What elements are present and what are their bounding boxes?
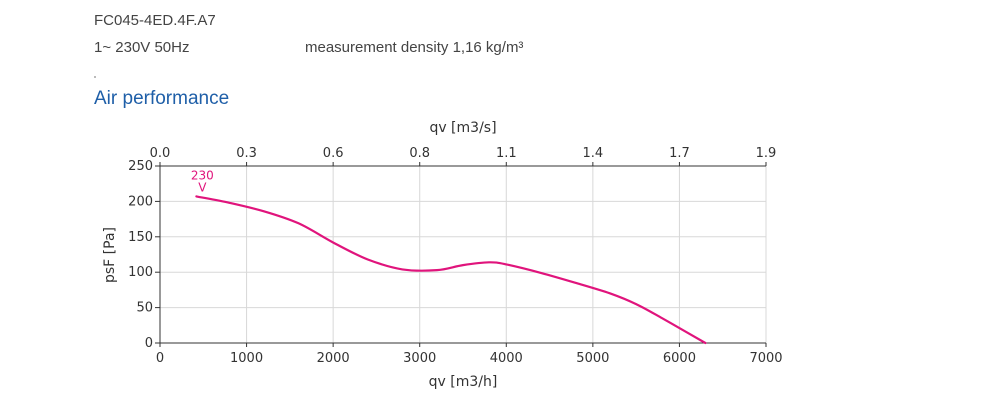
x2-tick-label: 1.1 xyxy=(496,146,517,161)
x-tick-label: 3000 xyxy=(403,351,436,366)
x-tick-label: 4000 xyxy=(490,351,523,366)
separator-dot xyxy=(94,76,96,78)
y-tick-label: 150 xyxy=(128,230,153,245)
series-line-230v xyxy=(195,195,707,345)
x2-axis-ticks: 0.0 0.3 0.6 0.8 1.1 1.4 1.7 1.9 xyxy=(150,146,777,166)
x2-tick-label: 0.6 xyxy=(323,146,344,161)
section-title: Air performance xyxy=(94,88,230,109)
series-label-230: 230 xyxy=(191,168,214,182)
x2-tick-label: 1.9 xyxy=(756,146,777,161)
supply-voltage: 1~ 230V 50Hz xyxy=(94,39,190,56)
y-tick-label: 250 xyxy=(128,159,153,174)
x2-tick-label: 1.7 xyxy=(669,146,690,161)
model-name: FC045-4ED.4F.A7 xyxy=(94,12,216,29)
measurement-density: measurement density 1,16 kg/m³ xyxy=(305,39,524,56)
series-group: 230V xyxy=(191,168,707,345)
y-tick-label: 50 xyxy=(136,301,153,316)
x-axis-label: qv [m3/h] xyxy=(429,374,498,390)
x-tick-label: 7000 xyxy=(749,351,782,366)
chart-grid xyxy=(160,165,767,343)
y-tick-label: 200 xyxy=(128,194,153,209)
x-axis-ticks: 0 1000 2000 3000 4000 5000 6000 7000 xyxy=(156,343,783,366)
y-axis-label: psF [Pa] xyxy=(102,227,118,283)
x2-tick-label: 0.0 xyxy=(150,146,171,161)
x-tick-label: 6000 xyxy=(663,351,696,366)
x-tick-label: 0 xyxy=(156,351,164,366)
x2-tick-label: 1.4 xyxy=(583,146,604,161)
y-tick-label: 100 xyxy=(128,265,153,280)
y-axis-ticks: 0 50 100 150 200 250 xyxy=(128,159,160,351)
x-tick-label: 1000 xyxy=(230,351,263,366)
x2-axis-label: qv [m3/s] xyxy=(429,120,496,136)
x2-tick-label: 0.8 xyxy=(409,146,430,161)
x-tick-label: 2000 xyxy=(317,351,350,366)
x2-tick-label: 0.3 xyxy=(236,146,257,161)
series-label-v: V xyxy=(198,180,207,194)
x-tick-label: 5000 xyxy=(576,351,609,366)
y-tick-label: 0 xyxy=(145,336,153,351)
chart-axes xyxy=(159,165,766,344)
